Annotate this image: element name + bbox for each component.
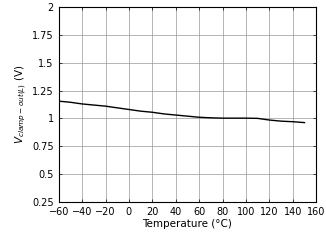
Y-axis label: $V_{clamp-out(L)}$ (V): $V_{clamp-out(L)}$ (V)	[14, 65, 29, 144]
X-axis label: Temperature (°C): Temperature (°C)	[142, 219, 232, 229]
